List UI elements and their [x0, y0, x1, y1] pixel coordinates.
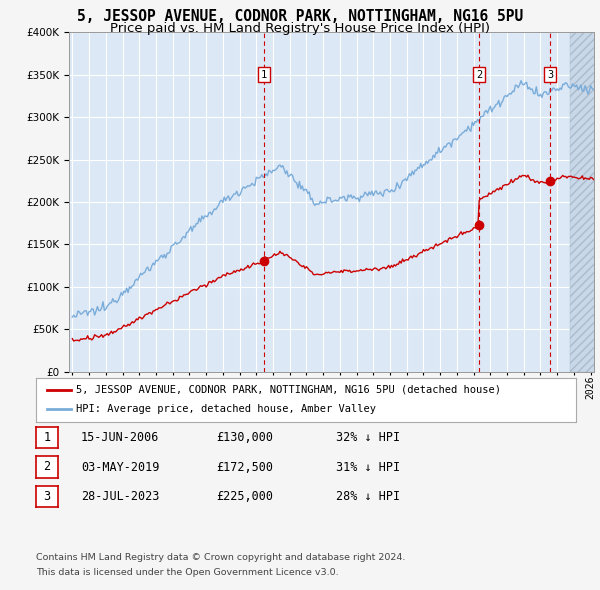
Text: HPI: Average price, detached house, Amber Valley: HPI: Average price, detached house, Ambe…	[77, 405, 377, 414]
Text: This data is licensed under the Open Government Licence v3.0.: This data is licensed under the Open Gov…	[36, 568, 338, 577]
Text: 31% ↓ HPI: 31% ↓ HPI	[336, 461, 400, 474]
Text: 3: 3	[547, 70, 553, 80]
Text: 1: 1	[261, 70, 267, 80]
Text: Price paid vs. HM Land Registry's House Price Index (HPI): Price paid vs. HM Land Registry's House …	[110, 22, 490, 35]
Text: 28% ↓ HPI: 28% ↓ HPI	[336, 490, 400, 503]
Text: 28-JUL-2023: 28-JUL-2023	[81, 490, 160, 503]
Text: £225,000: £225,000	[216, 490, 273, 503]
Text: 5, JESSOP AVENUE, CODNOR PARK, NOTTINGHAM, NG16 5PU (detached house): 5, JESSOP AVENUE, CODNOR PARK, NOTTINGHA…	[77, 385, 502, 395]
Text: 03-MAY-2019: 03-MAY-2019	[81, 461, 160, 474]
Text: £172,500: £172,500	[216, 461, 273, 474]
Text: 32% ↓ HPI: 32% ↓ HPI	[336, 431, 400, 444]
Text: 3: 3	[44, 490, 50, 503]
Text: 2: 2	[476, 70, 482, 80]
Text: £130,000: £130,000	[216, 431, 273, 444]
Text: 15-JUN-2006: 15-JUN-2006	[81, 431, 160, 444]
Text: Contains HM Land Registry data © Crown copyright and database right 2024.: Contains HM Land Registry data © Crown c…	[36, 553, 406, 562]
Text: 5, JESSOP AVENUE, CODNOR PARK, NOTTINGHAM, NG16 5PU: 5, JESSOP AVENUE, CODNOR PARK, NOTTINGHA…	[77, 9, 523, 24]
Text: 1: 1	[44, 431, 50, 444]
Text: 2: 2	[44, 460, 50, 474]
